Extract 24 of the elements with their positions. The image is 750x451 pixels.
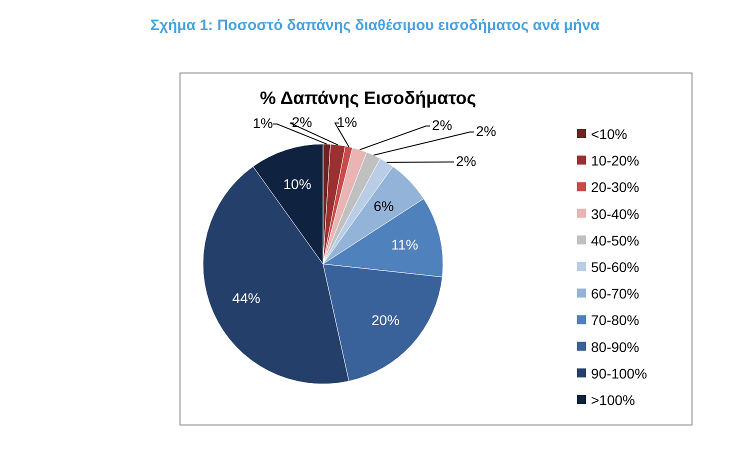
chart-title: Σχήμα 1: Ποσοστό δαπάνης διαθέσιμου εισοδήματος ανά μήνα — [150, 17, 600, 34]
data-label: 2% — [476, 123, 496, 139]
legend-label: <10% — [591, 126, 628, 142]
chart-subtitle: % Δαπάνης Εισοδήματος — [260, 88, 476, 108]
legend-label: 50-60% — [591, 259, 640, 275]
legend-label: >100% — [591, 392, 635, 408]
legend-label: 30-40% — [591, 206, 640, 222]
data-label: 1% — [336, 114, 358, 130]
legend-label: 40-50% — [591, 232, 640, 248]
data-label: 6% — [374, 198, 394, 214]
data-label: 2% — [456, 153, 476, 169]
legend-label: 70-80% — [591, 312, 640, 328]
data-label: 2% — [432, 117, 452, 133]
legend-label: 60-70% — [591, 286, 640, 302]
data-label: 44% — [232, 290, 260, 306]
data-label: 20% — [372, 312, 400, 328]
data-label: 11% — [391, 236, 418, 253]
legend-label: 10-20% — [591, 152, 640, 169]
data-label: 10% — [283, 176, 312, 192]
data-label: 2% — [292, 114, 312, 130]
legend-label: 90-100% — [591, 365, 648, 382]
legend-label: 80-90% — [591, 338, 640, 355]
legend-label: 20-30% — [591, 179, 640, 196]
data-label: 1% — [252, 115, 273, 131]
